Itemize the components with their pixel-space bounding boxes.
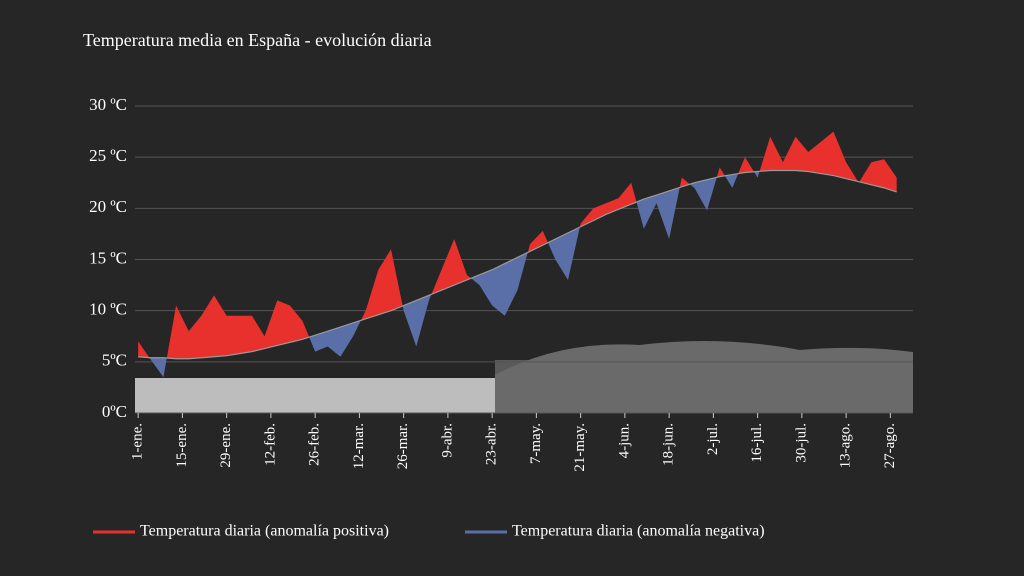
x-tick-label: 7-may. — [528, 423, 544, 464]
x-tick-label: 16-jul. — [749, 423, 765, 463]
x-tick-label: 30-jul. — [793, 423, 809, 463]
x-tick-label: 15-ene. — [174, 423, 190, 468]
photo-sand — [495, 341, 913, 413]
x-tick-label: 26-feb. — [307, 423, 323, 466]
y-tick-label: 0ºC — [102, 402, 127, 421]
y-tick-label: 20 ºC — [89, 197, 127, 216]
photo-ground — [135, 378, 495, 413]
x-tick-label: 12-feb. — [262, 423, 278, 466]
negative-anomaly — [138, 170, 897, 378]
x-tick-label: 26-mar. — [395, 423, 411, 469]
x-tick-label: 1-ene. — [130, 423, 146, 460]
x-tick-label: 18-jun. — [661, 423, 677, 466]
x-tick-label: 9-abr. — [439, 423, 455, 458]
y-tick-label: 30 ºC — [89, 95, 127, 114]
x-tick-label: 21-may. — [572, 423, 588, 472]
x-tick-label: 27-ago. — [882, 423, 898, 468]
legend-label: Temperatura diaria (anomalía negativa) — [512, 523, 765, 540]
y-tick-label: 25 ºC — [89, 146, 127, 165]
positive-anomaly — [138, 131, 897, 359]
legend-label: Temperatura diaria (anomalía positiva) — [140, 523, 389, 540]
x-tick-label: 4-jun. — [616, 423, 632, 458]
y-tick-label: 5ºC — [102, 351, 127, 370]
y-tick-label: 15 ºC — [89, 248, 127, 267]
legend: Temperatura diaria (anomalía positiva) Te… — [93, 523, 765, 540]
baseline-line — [138, 169, 897, 360]
y-tick-label: 10 ºC — [89, 300, 127, 319]
x-tick-label: 23-abr. — [484, 423, 500, 465]
x-tick-label: 12-mar. — [351, 423, 367, 469]
x-tick-label: 13-ago. — [838, 423, 854, 468]
chart-title: Temperatura media en España - evolución … — [83, 30, 432, 50]
x-tick-label: 29-ene. — [218, 423, 234, 468]
x-tick-label: 2-jul. — [705, 423, 721, 455]
